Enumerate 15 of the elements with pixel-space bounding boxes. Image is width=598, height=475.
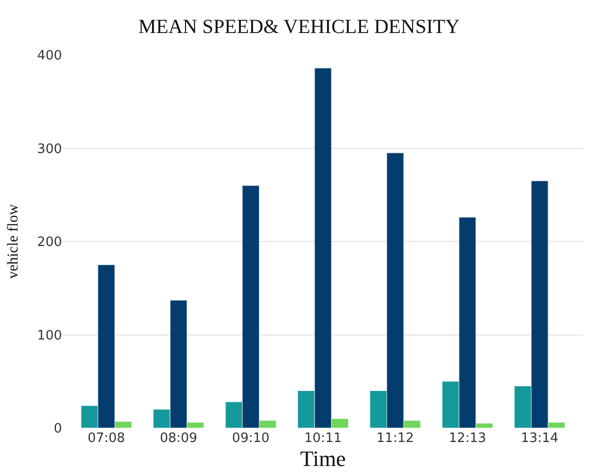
x-tick-label: 11:12 [376, 431, 414, 446]
y-tick-label: 400 [37, 48, 62, 64]
x-tick-label: 07:08 [88, 431, 126, 446]
y-tick-label: 100 [37, 328, 62, 344]
x-tick-label: 13:14 [520, 431, 558, 446]
x-tick-label: 08:09 [160, 431, 198, 446]
y-axis-title: vehicle flow [5, 204, 22, 279]
chart-title: MEAN SPEED& VEHICLE DENSITY [138, 16, 460, 38]
y-tick-label: 200 [37, 235, 62, 250]
y-tick-label: 0 [54, 422, 62, 437]
y-tick-label: 300 [37, 142, 62, 157]
x-axis-title: Time [300, 446, 346, 471]
x-tick-label: 12:13 [448, 431, 486, 446]
x-tick-label: 09:10 [232, 431, 270, 446]
x-tick-label: 10:11 [304, 431, 342, 446]
